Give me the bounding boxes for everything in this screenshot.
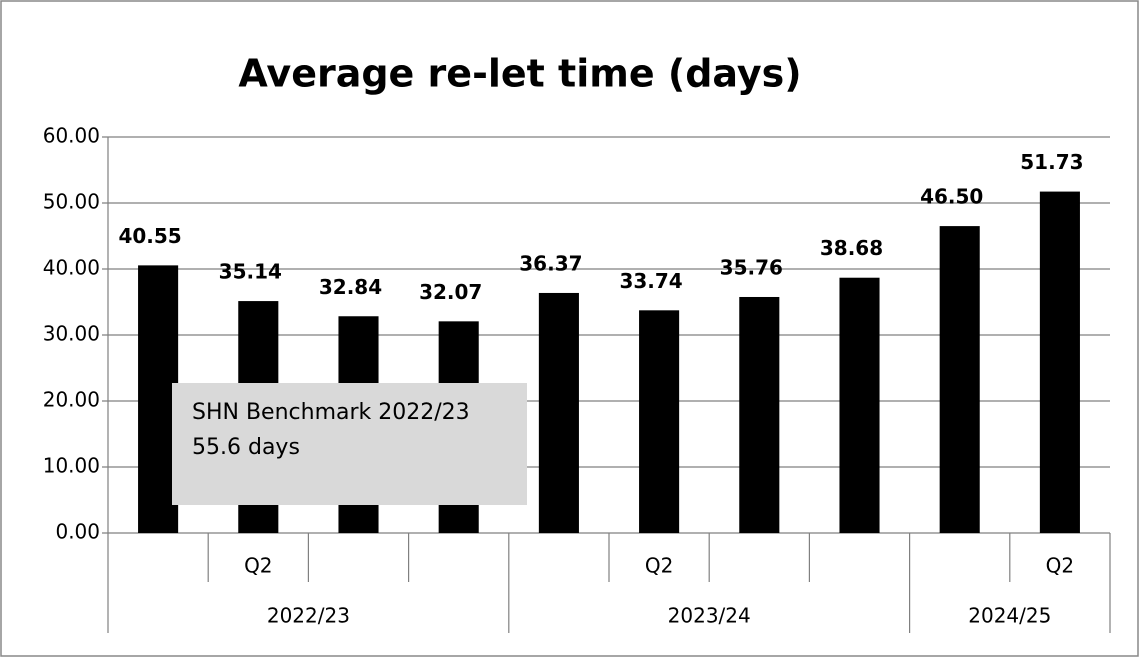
data-label: 38.68 — [820, 236, 883, 260]
y-tick-label: 40.00 — [43, 256, 100, 280]
data-label: 33.74 — [619, 269, 682, 293]
bar — [138, 265, 179, 533]
data-label: 36.37 — [519, 251, 582, 275]
y-tick-label: 0.00 — [55, 520, 100, 544]
data-label: 35.76 — [720, 255, 783, 279]
annotation-box — [172, 383, 527, 505]
bar — [739, 296, 780, 533]
data-label: 32.84 — [319, 275, 382, 299]
annotation-text: SHN Benchmark 2022/23 — [192, 400, 470, 425]
bar — [839, 277, 880, 533]
data-label: 40.55 — [118, 224, 181, 248]
data-label: 32.07 — [419, 280, 482, 304]
data-label: 35.14 — [219, 260, 282, 284]
bar — [1039, 191, 1080, 533]
bar — [939, 226, 980, 533]
bar — [639, 310, 680, 533]
group-label: 2024/25 — [968, 604, 1051, 628]
group-label: 2022/23 — [267, 604, 350, 628]
y-tick-label: 60.00 — [43, 124, 100, 148]
group-label: 2023/24 — [668, 604, 751, 628]
y-tick-label: 10.00 — [43, 454, 100, 478]
annotation-text: 55.6 days — [192, 435, 300, 460]
x-tick-label: Q2 — [645, 554, 673, 578]
data-label: 51.73 — [1020, 150, 1083, 174]
x-tick-label: Q2 — [244, 554, 272, 578]
bar — [538, 292, 579, 533]
x-tick-label: Q2 — [1046, 554, 1074, 578]
chart-title: Average re-let time (days) — [238, 52, 801, 96]
y-tick-label: 30.00 — [43, 322, 100, 346]
y-tick-label: 50.00 — [43, 190, 100, 214]
data-label: 46.50 — [920, 185, 983, 209]
y-tick-label: 20.00 — [43, 388, 100, 412]
